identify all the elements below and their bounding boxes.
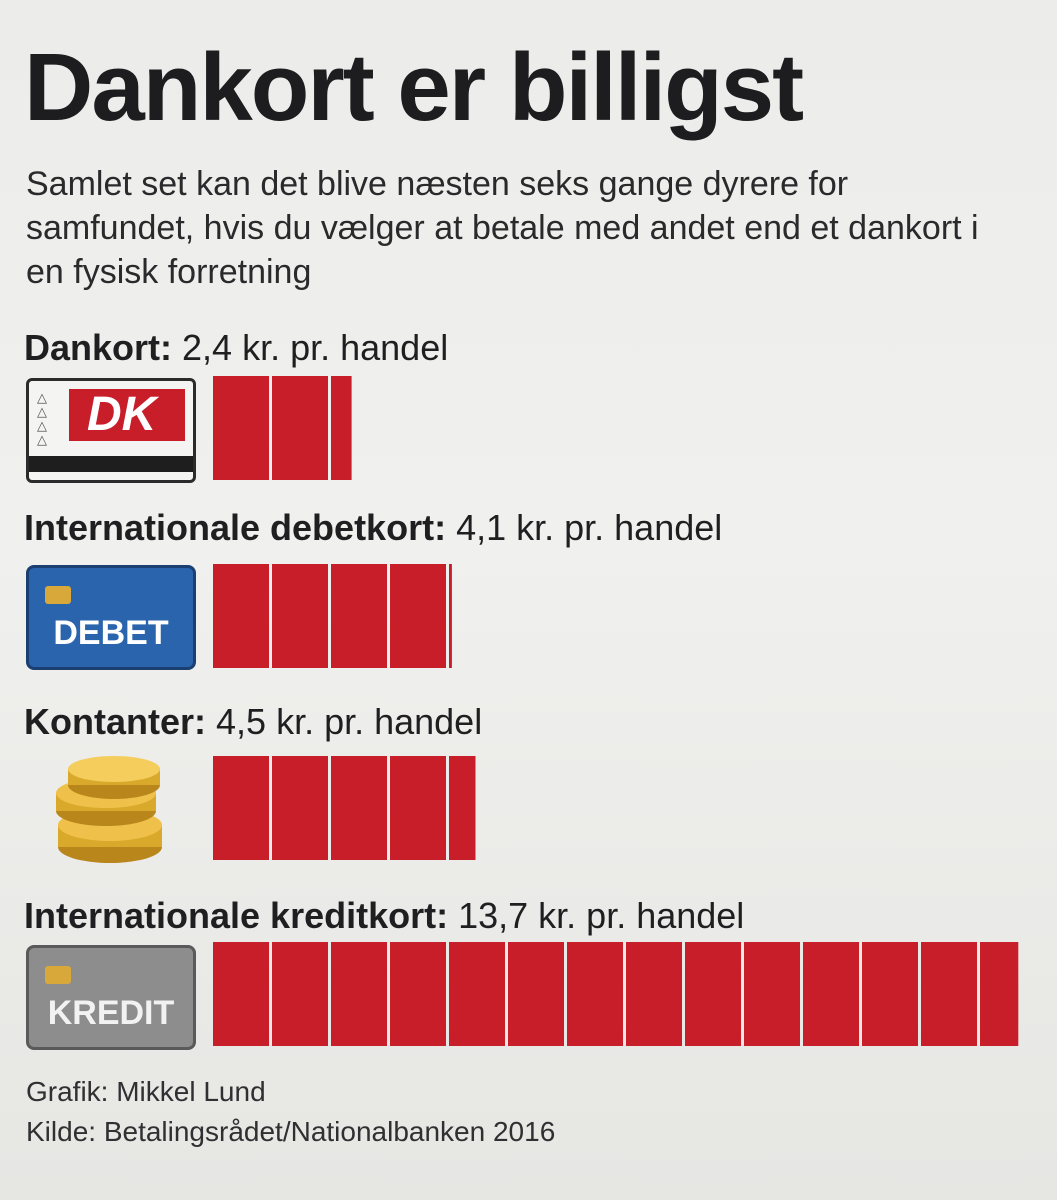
- bar-segment-internationale-kreditkort: [390, 942, 446, 1046]
- dankort-logo-text: DK: [87, 388, 157, 441]
- bar-segment-internationale-kreditkort: [449, 942, 505, 1046]
- bar-segment-internationale-debetkort: [390, 564, 446, 668]
- row-value: 4,5 kr. pr. handel: [216, 701, 483, 742]
- bar-segment-kontanter: [390, 756, 446, 860]
- row-name: Dankort:: [24, 327, 173, 368]
- source-credit: Kilde: Betalingsrådet/Nationalbanken 201…: [26, 1116, 556, 1147]
- row-value: 2,4 kr. pr. handel: [182, 327, 449, 368]
- bar-segment-internationale-kreditkort: [508, 942, 564, 1046]
- bar-segment-internationale-kreditkort: [921, 942, 977, 1046]
- card-chip-icon: [45, 586, 71, 604]
- kredit-card-text: KREDIT: [47, 994, 175, 1032]
- bar-segment-internationale-kreditkort: [213, 942, 269, 1046]
- triangle-icon: △: [37, 390, 47, 405]
- dankort-card-icon: DK △ △ △ △: [26, 378, 196, 483]
- graphic-credit: Grafik: Mikkel Lund: [26, 1076, 266, 1107]
- bar-segment-internationale-kreditkort: [744, 942, 800, 1046]
- bar-segment-dankort: [213, 376, 269, 480]
- row-value: 13,7 kr. pr. handel: [458, 895, 745, 936]
- bar-segment-internationale-debetkort: [213, 564, 269, 668]
- page-title: Dankort er billigst: [24, 34, 804, 141]
- bar-segment-internationale-kreditkort: [626, 942, 682, 1046]
- card-chip-icon: [45, 966, 71, 984]
- bar-segment-kontanter: [213, 756, 269, 860]
- dankort-red-field: [69, 389, 185, 441]
- bar-segment-internationale-kreditkort: [862, 942, 918, 1046]
- bar-segment-internationale-kreditkort: [685, 942, 741, 1046]
- bar-segment-internationale-kreditkort: [567, 942, 623, 1046]
- row-label-kreditkort: Internationale kreditkort: 13,7 kr. pr. …: [24, 896, 744, 936]
- debet-card-icon: DEBET: [26, 565, 196, 670]
- bar-segment-dankort: [272, 376, 328, 480]
- bar-segment-dankort: [331, 376, 352, 480]
- triangle-icon: △: [37, 418, 47, 433]
- row-value: 4,1 kr. pr. handel: [456, 507, 723, 548]
- row-name: Kontanter:: [24, 701, 206, 742]
- bar-segment-internationale-debetkort: [449, 564, 452, 668]
- bar-segment-internationale-kreditkort: [980, 942, 1019, 1046]
- bar-segment-internationale-kreditkort: [803, 942, 859, 1046]
- row-label-dankort: Dankort: 2,4 kr. pr. handel: [24, 328, 448, 368]
- bar-segment-kontanter: [449, 756, 476, 860]
- row-name: Internationale kreditkort:: [24, 895, 449, 936]
- triangle-icon: △: [37, 404, 47, 419]
- row-label-kontanter: Kontanter: 4,5 kr. pr. handel: [24, 702, 482, 742]
- bar-segment-internationale-debetkort: [272, 564, 328, 668]
- debet-card-text: DEBET: [53, 614, 169, 652]
- row-name: Internationale debetkort:: [24, 507, 447, 548]
- row-label-debetkort: Internationale debetkort: 4,1 kr. pr. ha…: [24, 508, 722, 548]
- triangle-icon: △: [37, 432, 47, 447]
- magnetic-stripe: [29, 456, 193, 472]
- coins-icon: [56, 756, 162, 863]
- kredit-card-icon: KREDIT: [26, 945, 196, 1050]
- bar-segment-kontanter: [272, 756, 328, 860]
- bar-segment-internationale-debetkort: [331, 564, 387, 668]
- coin-top-face: [68, 756, 160, 782]
- bar-segment-internationale-kreditkort: [331, 942, 387, 1046]
- bar-segment-kontanter: [331, 756, 387, 860]
- bar-segment-internationale-kreditkort: [272, 942, 328, 1046]
- subtitle: Samlet set kan det blive næsten seks gan…: [26, 165, 979, 291]
